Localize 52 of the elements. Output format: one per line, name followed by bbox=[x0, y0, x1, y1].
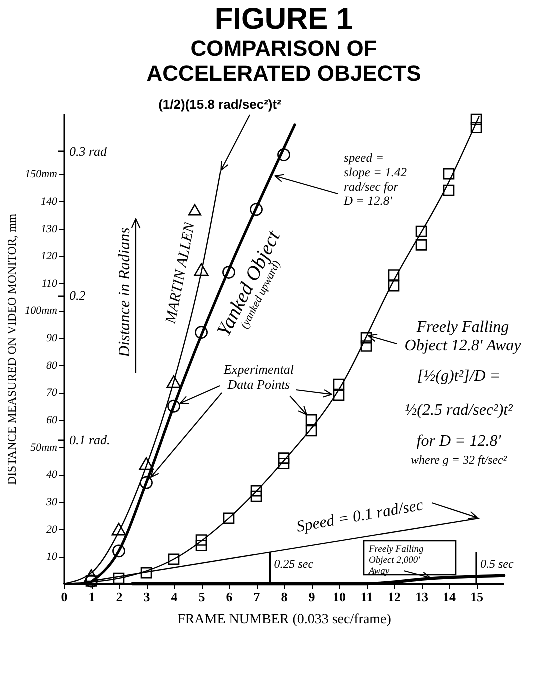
x-axis-title: FRAME NUMBER (0.033 sec/frame) bbox=[178, 612, 392, 628]
y-tick-label: 120 bbox=[41, 250, 58, 263]
text: Speed = 0.1 rad/sec bbox=[296, 497, 425, 536]
x-tick-label: 2 bbox=[116, 590, 123, 604]
annotation: for D = 12.8' bbox=[416, 433, 502, 450]
y-tick-label: 110 bbox=[42, 278, 58, 290]
series-label: Freely Falling Object 2,000' Away bbox=[368, 545, 424, 577]
annotation: [½(g)t²]/D = bbox=[417, 368, 501, 385]
y-tick-label: 80 bbox=[46, 360, 58, 372]
text: (1/2)(15.8 rad/sec²)t² bbox=[158, 97, 282, 112]
legend-label: MARTIN ALLEN bbox=[163, 220, 199, 326]
x-tick-label: 13 bbox=[416, 590, 429, 604]
y-tick-label: 10 bbox=[46, 551, 58, 564]
y2-tick-label: 0.2 bbox=[70, 288, 86, 304]
y2-tick-label: 0.1 rad. bbox=[70, 432, 110, 448]
series-label: Freely Falling Object 12.8' Away bbox=[404, 319, 522, 354]
y2-tick-label: 0.3 rad bbox=[70, 144, 108, 159]
x-tick-label: 12 bbox=[388, 590, 401, 604]
y-tick-label: 100mm bbox=[25, 305, 58, 318]
x-tick-label: 14 bbox=[443, 590, 456, 604]
y-tick-label: 140 bbox=[41, 196, 58, 208]
x-tick-label: 1 bbox=[88, 590, 96, 604]
x-tick-label: 9 bbox=[308, 590, 316, 604]
x-tick-label: 7 bbox=[254, 590, 261, 604]
y-axis-title: DISTANCE MEASURED ON VIDEO MONITOR, mm bbox=[5, 213, 20, 486]
x-tick-label: 8 bbox=[281, 590, 288, 604]
y-tick-label: 60 bbox=[46, 414, 58, 427]
x-tick-label: 11 bbox=[360, 590, 374, 604]
y-tick-label: 90 bbox=[46, 332, 58, 345]
x-tick-label: 3 bbox=[144, 590, 151, 604]
x-tick-label: 15 bbox=[470, 590, 484, 604]
annotation: speed = slope = 1.42 rad/sec for D = 12.8' bbox=[343, 151, 407, 208]
x-tick-label: 4 bbox=[171, 590, 178, 604]
ref-line-label: 0.5 sec bbox=[480, 557, 514, 571]
annotation: Experimental Data Points bbox=[222, 362, 294, 392]
x-tick-label: 0 bbox=[61, 590, 68, 604]
y-tick-label: 40 bbox=[46, 469, 58, 482]
chart-subtitle: COMPARISON OF ACCELERATED OBJECTS bbox=[146, 36, 422, 86]
annotation: ½(2.5 rad/sec²)t² bbox=[405, 402, 514, 419]
x-tick-label: 6 bbox=[226, 590, 234, 604]
y-tick-label: 130 bbox=[41, 223, 58, 236]
chart-title: FIGURE 1 bbox=[214, 3, 354, 36]
ref-line-label: 0.25 sec bbox=[274, 557, 314, 571]
y-tick-label: 30 bbox=[46, 496, 58, 509]
y-tick-label: 50mm bbox=[30, 442, 58, 454]
annotation: where g = 32 ft/sec² bbox=[411, 453, 508, 467]
y-tick-label: 150mm bbox=[25, 168, 58, 181]
y2-axis-title: Distance in Radians bbox=[116, 228, 134, 358]
y-tick-label: 20 bbox=[46, 524, 58, 536]
y-tick-label: 70 bbox=[46, 387, 58, 400]
x-tick-label: 5 bbox=[198, 590, 206, 604]
x-tick-label: 10 bbox=[333, 590, 346, 604]
